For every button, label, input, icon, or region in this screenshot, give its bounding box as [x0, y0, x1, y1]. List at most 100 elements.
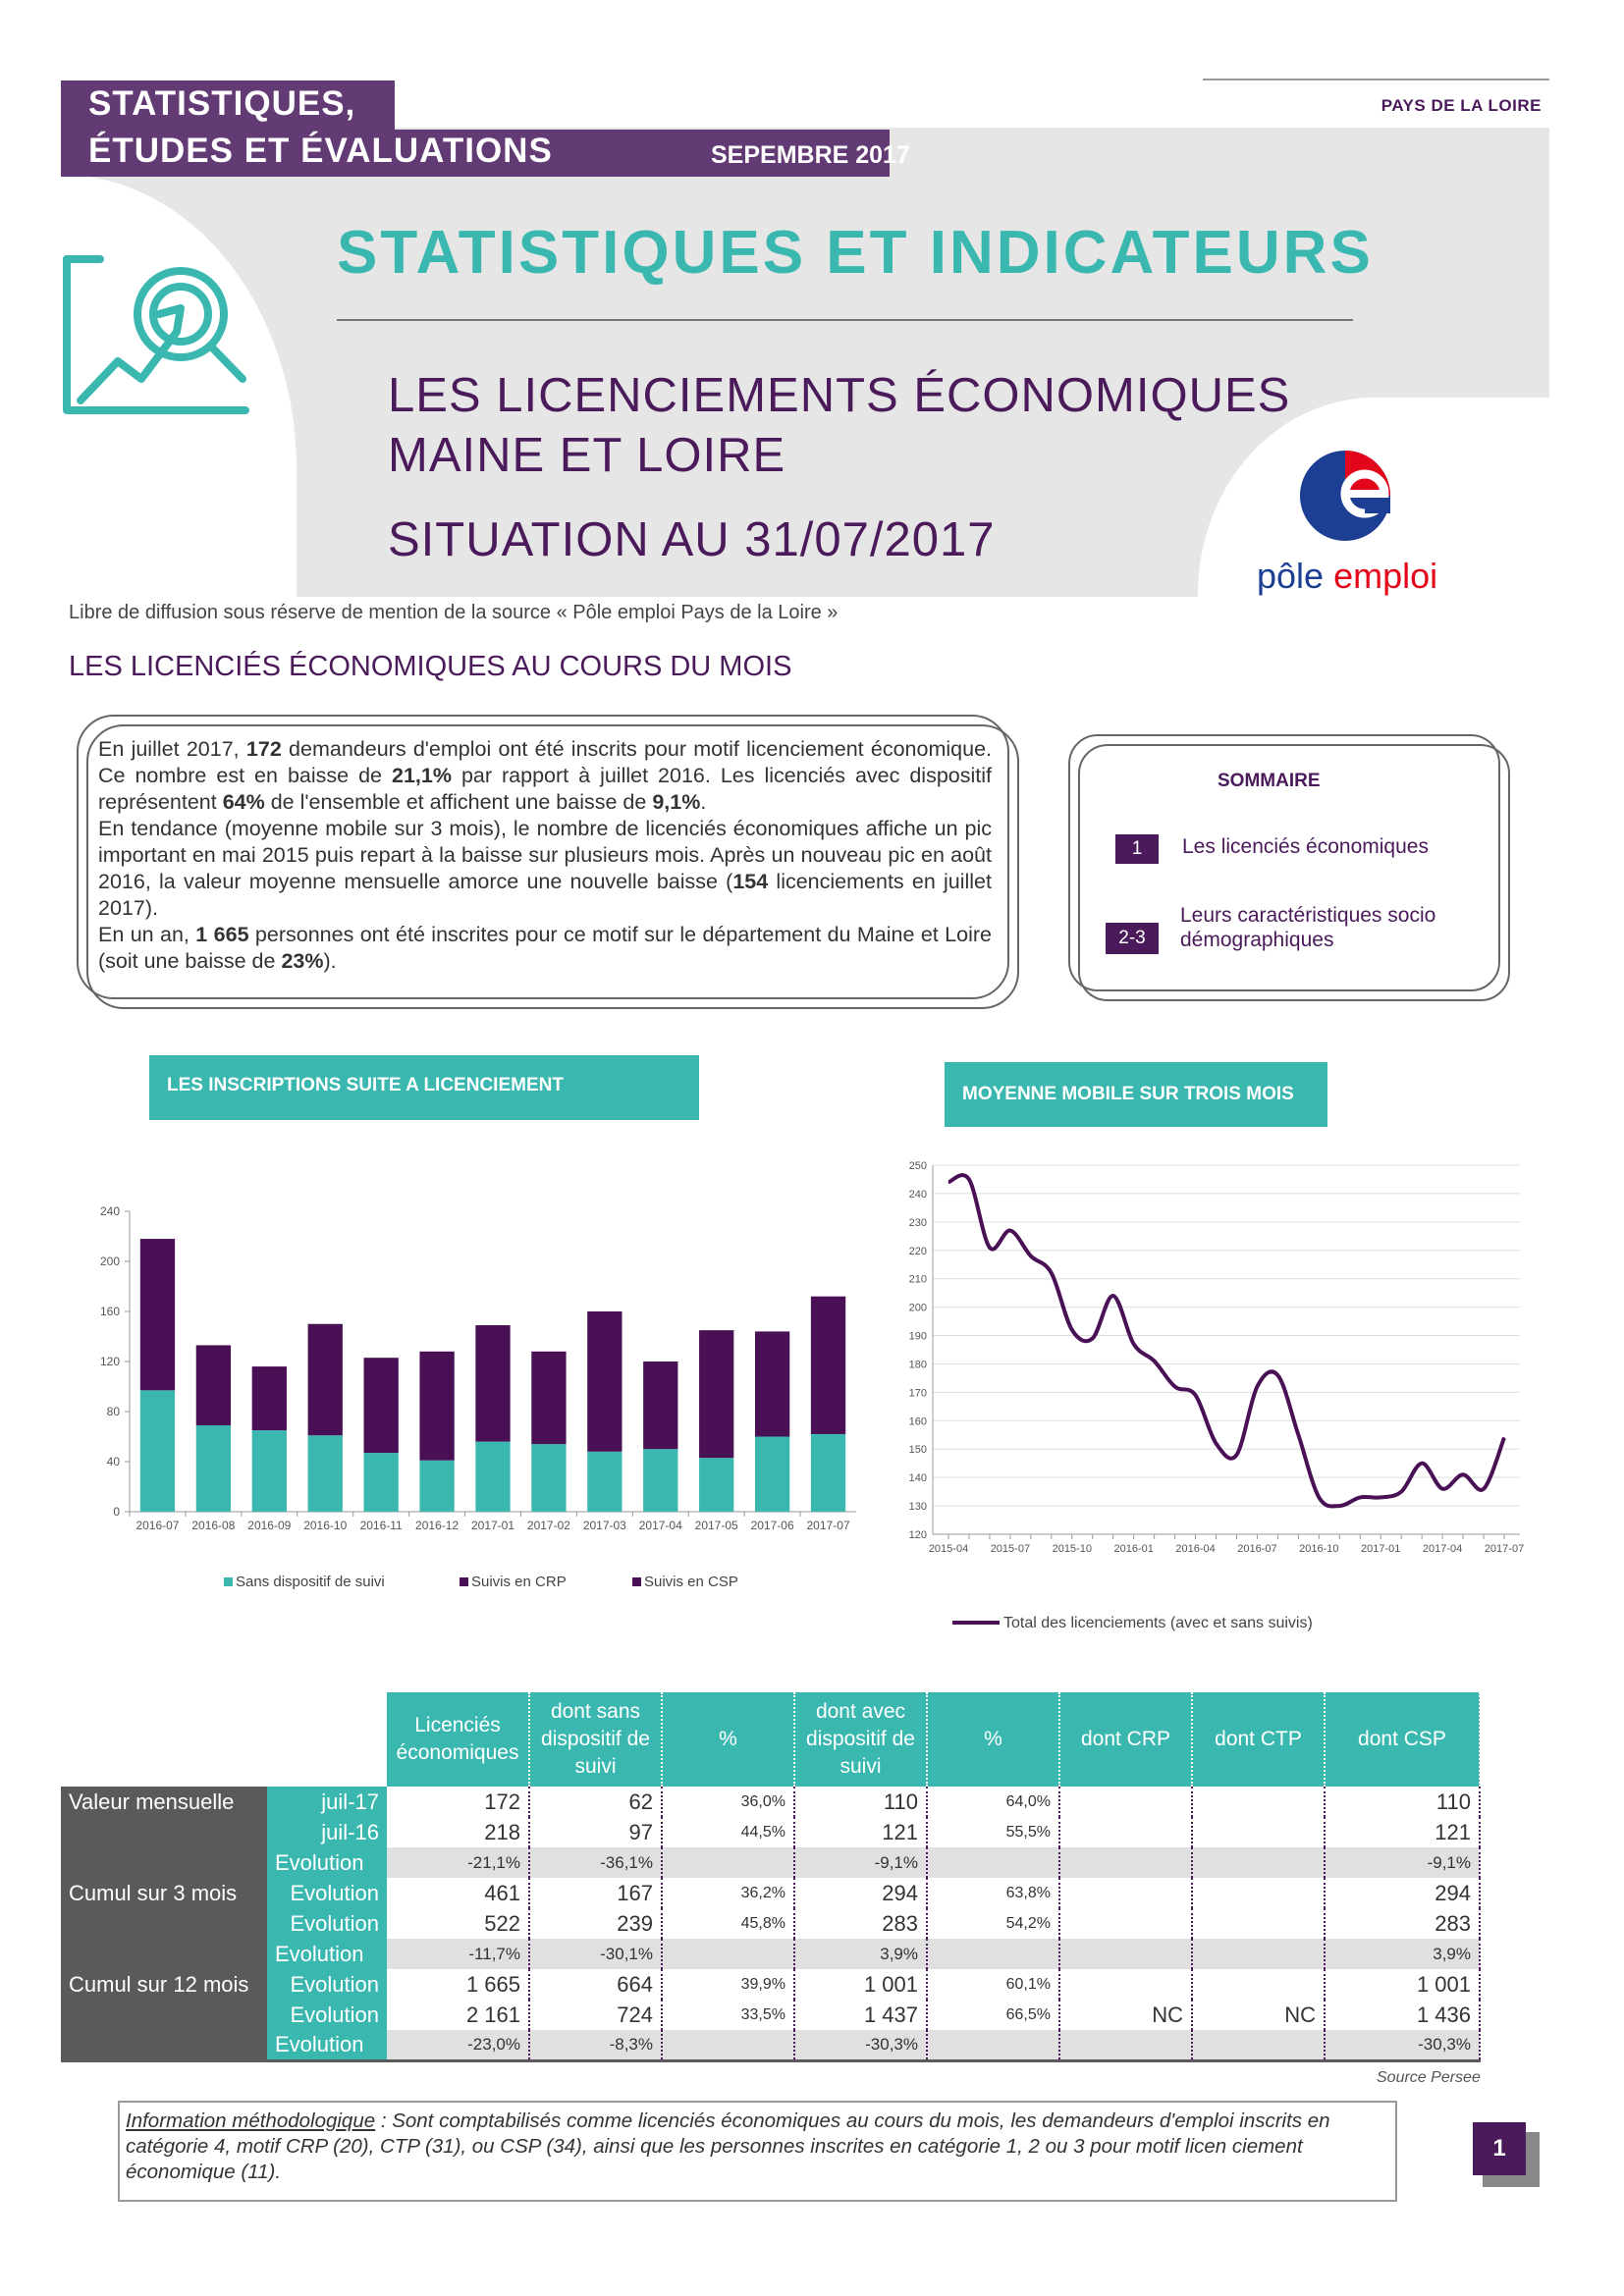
table-cell: [1059, 1878, 1193, 1908]
header-band-line1: STATISTIQUES,: [88, 84, 356, 123]
sommaire-frame-front: [1078, 744, 1510, 1001]
table-cell: 2 161: [387, 2000, 530, 2030]
bar-segment-2017-05-2: [699, 1330, 734, 1459]
table-cell: [1192, 1939, 1326, 1969]
intro-box-frame-back: [77, 715, 1009, 999]
table-cell: [1059, 1847, 1193, 1878]
table-cell: 36,0%: [662, 1787, 795, 1817]
table-cell: 3,9%: [1325, 1939, 1481, 1969]
table-cell: 3,9%: [794, 1939, 928, 1969]
bar-segment-2016-11-2: [363, 1358, 399, 1454]
line-xtick-label: 2017-04: [1423, 1543, 1462, 1555]
methodology-label: Information méthodologique: [126, 2109, 376, 2132]
bar-segment-2017-04-0: [643, 1449, 678, 1512]
intro-box-frame-front: [86, 724, 1019, 1009]
bar-xtick-label: 2016-11: [360, 1519, 403, 1532]
line-point-10: [1154, 1361, 1156, 1362]
bar-segment-2017-07-2: [810, 1296, 846, 1434]
methodology-text: : Sont comptabilisés comme licenciés éco…: [126, 2109, 1330, 2183]
table-cell: 294: [1325, 1878, 1481, 1908]
subtitle-line1: LES LICENCIEMENTS ÉCONOMIQUES: [388, 369, 1291, 422]
table-cell: [1192, 2030, 1326, 2060]
bar-ytick-label: 240: [100, 1204, 120, 1218]
line-point-22: [1400, 1491, 1402, 1493]
pole-emploi-logo: [1300, 451, 1390, 541]
line-point-26: [1483, 1488, 1485, 1490]
intro-p2-run-1: 154: [732, 870, 769, 893]
bar-segment-2016-10-2: [307, 1323, 343, 1436]
title-rule: [337, 319, 1353, 321]
line-ytick-label: 220: [909, 1246, 927, 1257]
header-top-rule: [1203, 79, 1549, 80]
sommaire-item-1-number[interactable]: 1: [1115, 834, 1159, 864]
line-point-11: [1174, 1386, 1176, 1388]
table-cell: 121: [1325, 1817, 1481, 1847]
main-title: STATISTIQUES ET INDICATEURS: [337, 219, 1374, 287]
line-xtick-label: 2016-07: [1237, 1543, 1276, 1555]
intro-paragraph-1: En juillet 2017, 172 demandeurs d'emploi…: [98, 736, 992, 816]
intro-paragraph-3: En un an, 1 665 personnes ont été inscri…: [98, 922, 992, 975]
bar-segment-2016-12-2: [419, 1351, 455, 1461]
line-ytick-label: 210: [909, 1274, 927, 1286]
table-cell: 45,8%: [662, 1908, 795, 1939]
bar-segment-2016-09-2: [251, 1366, 287, 1431]
bar-legend-label-0: Sans dispositif de suivi: [236, 1574, 385, 1590]
table-cell: [927, 1939, 1060, 1969]
bar-legend-swatch-1: [460, 1577, 468, 1586]
bar-segment-2016-11-0: [363, 1453, 399, 1512]
bar-xtick-label: 2016-08: [191, 1519, 235, 1532]
line-point-14: [1235, 1454, 1237, 1456]
table-cell: [927, 2030, 1060, 2060]
line-point-8: [1112, 1295, 1114, 1297]
table-row-group: [61, 2000, 267, 2030]
table-cell: 724: [529, 2000, 663, 2030]
table-cell: 1 001: [794, 1969, 928, 2000]
bar-segment-2016-12-0: [419, 1460, 455, 1512]
line-point-6: [1071, 1329, 1073, 1331]
sommaire-item-2-label[interactable]: Leurs caractéristiques socio démographiq…: [1180, 904, 1436, 951]
table-cell: 110: [794, 1787, 928, 1817]
table-cell: NC: [1192, 2000, 1326, 2030]
table-cell: -23,0%: [387, 2030, 530, 2060]
line-xtick-label: 2017-01: [1361, 1543, 1400, 1555]
sommaire-item-2-number[interactable]: 2-3: [1106, 923, 1159, 954]
line-point-2: [989, 1247, 991, 1249]
line-chart: 120 130 140 150 160 170 180 190 200 210 220 230 240 2…: [909, 1160, 1525, 1631]
table-cell: 1 436: [1325, 2000, 1481, 2030]
line-point-24: [1441, 1488, 1443, 1490]
table-cell: 1 437: [794, 2000, 928, 2030]
sommaire-item-1-label[interactable]: Les licenciés économiques: [1182, 835, 1429, 858]
line-point-19: [1338, 1505, 1340, 1507]
table-cell: [1059, 1969, 1193, 2000]
table-row: Cumul sur 3 mois Evolution 461 167 36,2% 294 6…: [61, 1878, 1481, 1908]
intro-p1-run-1: 172: [245, 737, 282, 761]
intro-p2-run-2: licenciements en juillet 2017).: [98, 870, 992, 920]
table-cell: [1059, 1939, 1193, 1969]
table-cell: 167: [529, 1878, 663, 1908]
table-cell: -36,1%: [529, 1847, 663, 1878]
table-cell: 121: [794, 1817, 928, 1847]
table-row-label: Evolution: [267, 2030, 387, 2060]
intro-p1-run-3: 21,1%: [391, 764, 452, 787]
line-point-5: [1051, 1272, 1053, 1274]
bar-segment-2016-08-0: [195, 1425, 232, 1512]
line-chart-title: MOYENNE MOBILE SUR TROIS MOIS: [945, 1062, 1327, 1127]
line-ytick-label: 160: [909, 1415, 927, 1427]
bar-chart-title: LES INSCRIPTIONS SUITE A LICENCIEMENT ÉC…: [149, 1055, 699, 1156]
bar-xtick-label: 2017-07: [807, 1519, 850, 1532]
intro-p1-run-0: En juillet 2017,: [98, 737, 246, 761]
bar-legend-label-2: Suivis en CSP: [644, 1574, 738, 1590]
table-cell: -8,3%: [529, 2030, 663, 2060]
table-row-group: Valeur mensuelle: [61, 1787, 267, 1817]
line-xtick-label: 2017-07: [1485, 1543, 1524, 1555]
table-cell: [1059, 2030, 1193, 2060]
bar-xtick-label: 2017-05: [695, 1519, 738, 1532]
table-row-label: Evolution: [267, 2000, 387, 2030]
intro-p3-run-0: En un an,: [98, 923, 196, 946]
line-point-0: [947, 1181, 949, 1183]
table-cell: 1 665: [387, 1969, 530, 2000]
bar-chart: 0 40 80 120 160 200 240 2016-07 2016-08 2016-09 20…: [100, 1204, 856, 1590]
table-cell: [1059, 1817, 1193, 1847]
line-xtick-label: 2016-01: [1113, 1543, 1153, 1555]
table-cell: [662, 2030, 795, 2060]
